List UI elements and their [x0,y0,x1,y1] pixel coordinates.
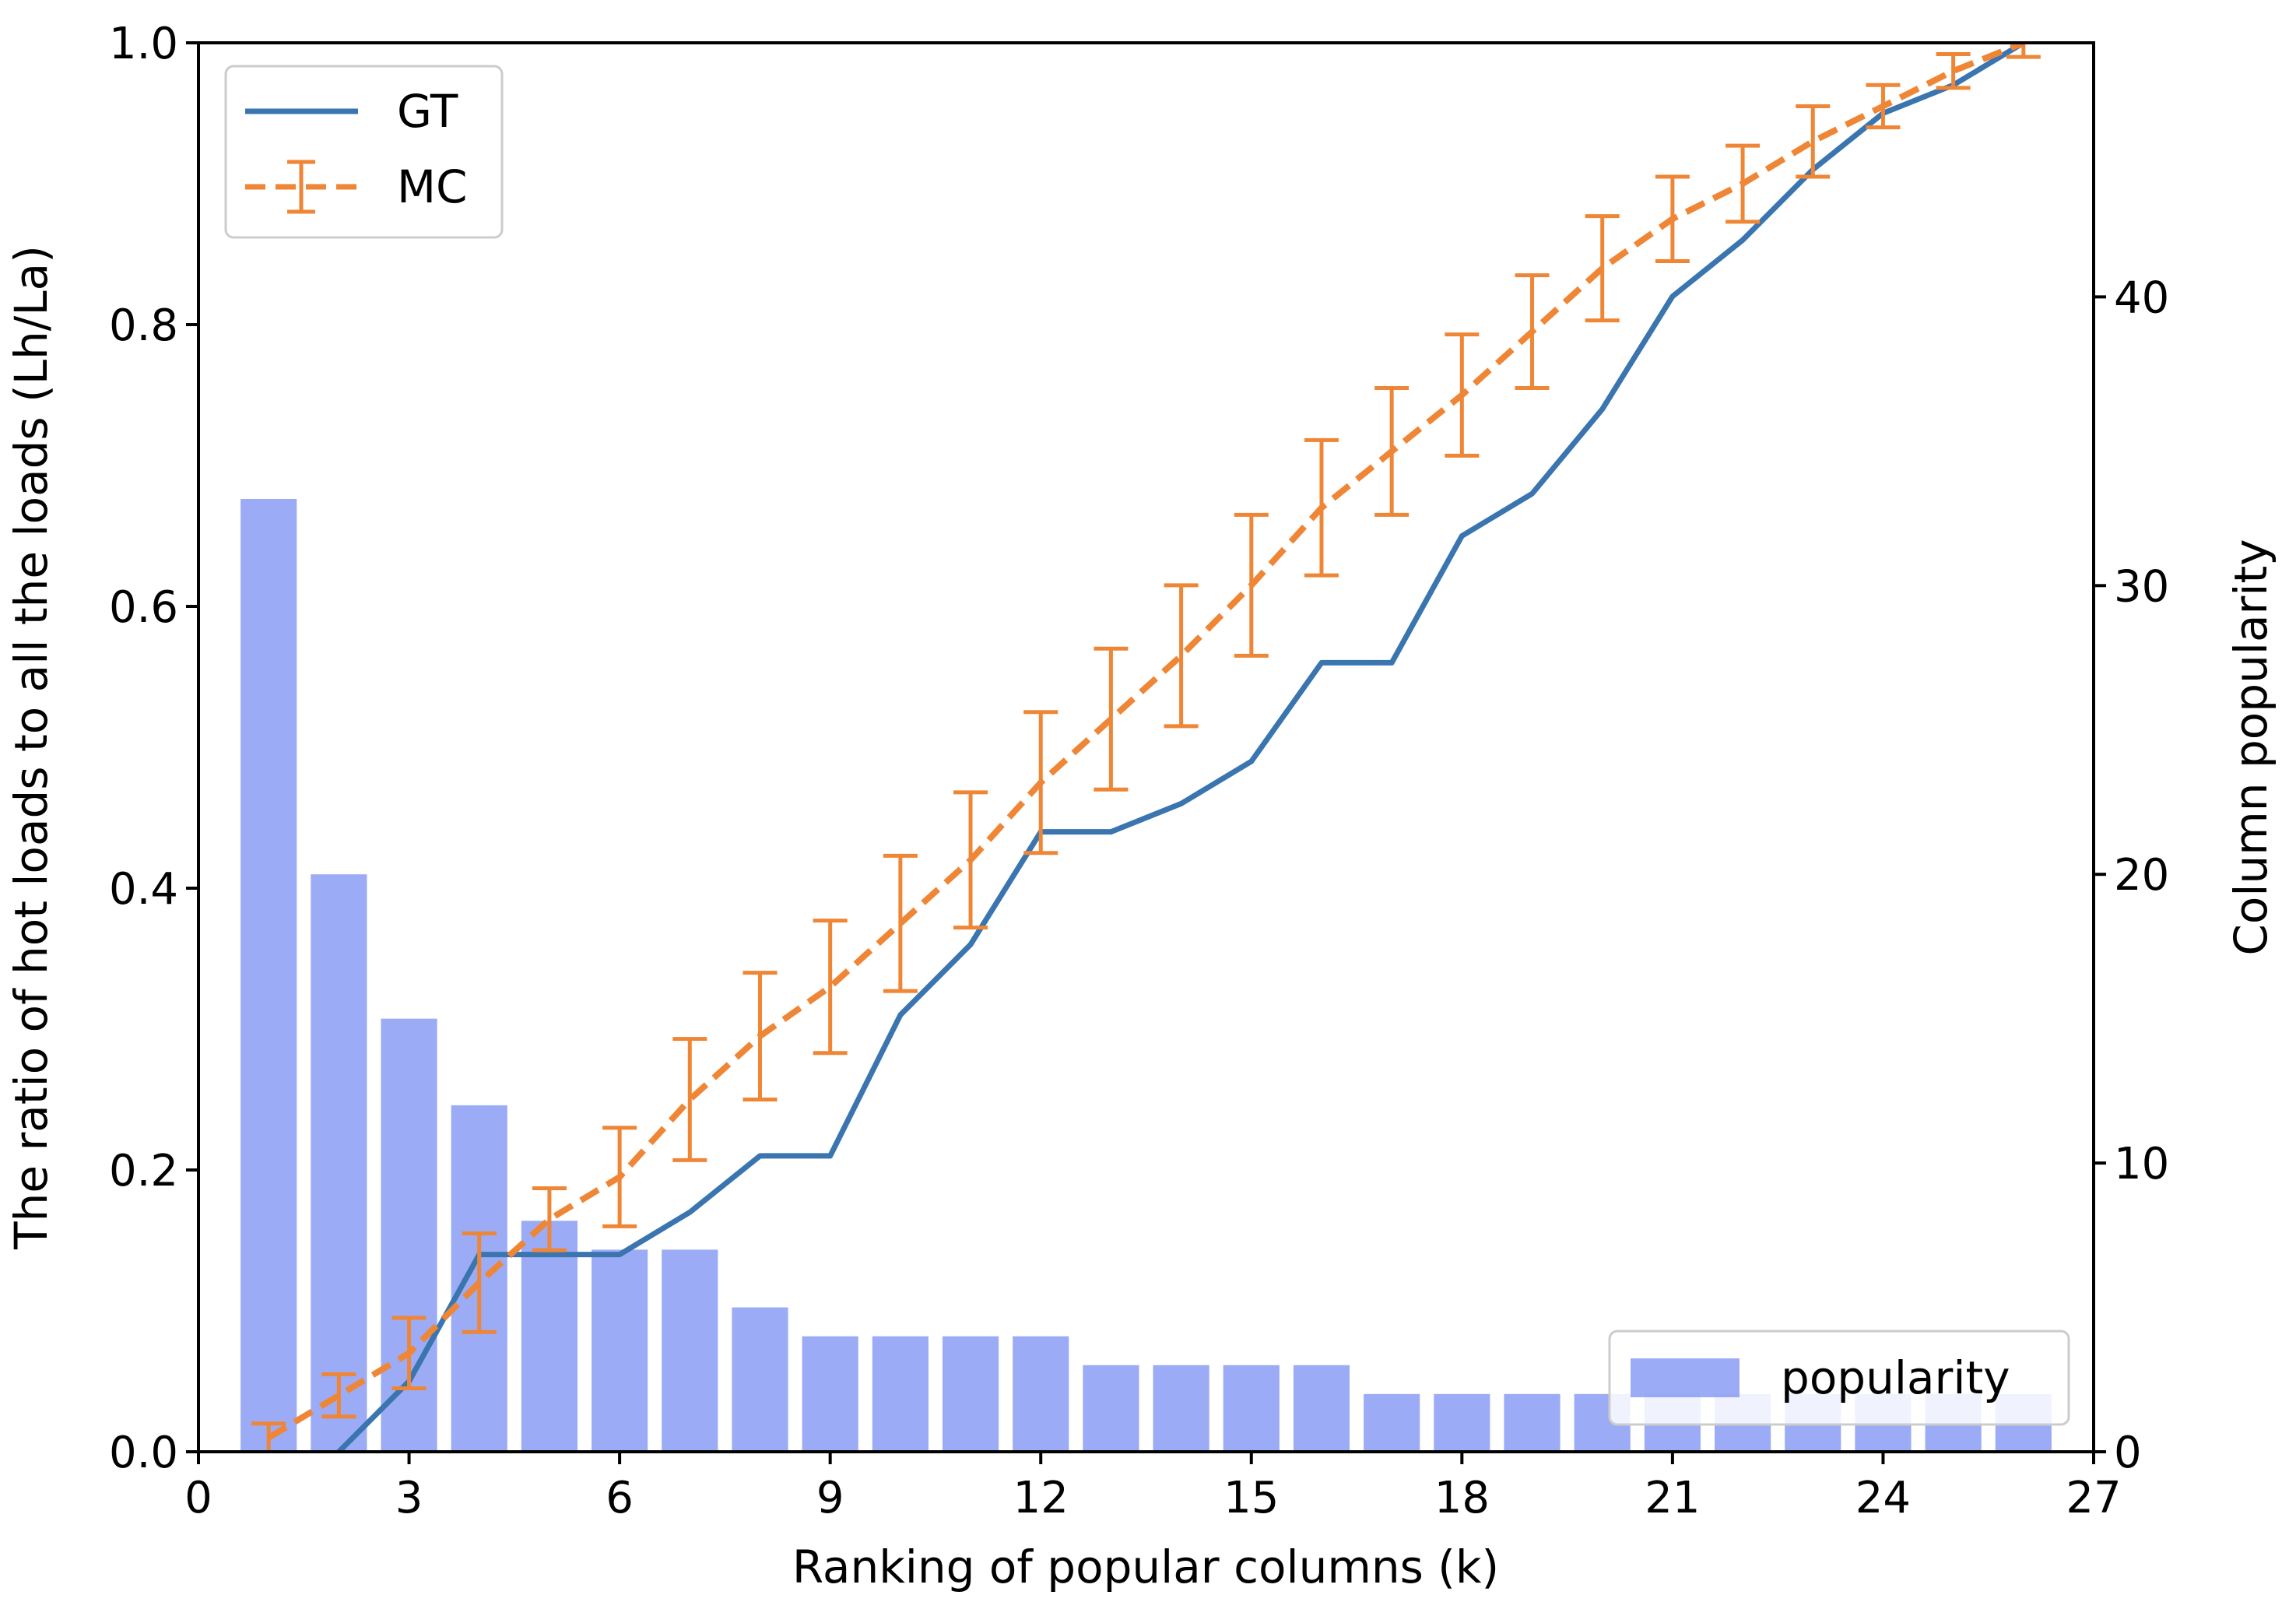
x-tick-label: 24 [1855,1473,1911,1523]
popularity-bar [942,1336,999,1452]
y-tick-label: 0.0 [109,1428,178,1478]
popularity-bar [592,1249,648,1452]
y-axis-right: 0 10 20 30 40 [2094,272,2169,1478]
bars-layer [240,499,2052,1452]
popularity-bar [872,1336,929,1452]
popularity-bar [1364,1393,1420,1452]
legend-top-left: GT MC [224,65,504,239]
legend-popularity-label: popularity [1781,1351,2010,1404]
y-tick-label: 0.2 [109,1146,178,1196]
y2-tick-label: 30 [2114,561,2169,612]
popularity-bar [1083,1365,1139,1452]
popularity-bar [1434,1393,1490,1452]
popularity-bar [240,499,297,1452]
y2-tick-label: 0 [2114,1428,2142,1478]
legend-gt-label: GT [397,85,458,138]
popularity-bar [732,1307,788,1452]
popularity-bar [802,1336,858,1452]
legend-frame [1608,1330,2070,1426]
popularity-bar [662,1249,718,1452]
legend-bottom-right: popularity [1608,1330,2070,1426]
x-axis-label: Ranking of popular columns (k) [792,1541,1499,1593]
y2-tick-label: 10 [2114,1139,2169,1189]
x-tick-label: 15 [1223,1473,1279,1523]
x-tick-label: 21 [1645,1473,1700,1523]
popularity-bar [311,874,367,1452]
plot-frame [197,41,2095,1453]
mc-layer [251,43,2041,1452]
legend-popularity-swatch [1631,1358,1740,1397]
x-tick-label: 12 [1013,1473,1069,1523]
popularity-bar [1504,1393,1561,1452]
x-tick-label: 18 [1434,1473,1490,1523]
popularity-bar [1153,1365,1209,1452]
legend-mc-label: MC [397,160,468,213]
y-axis-left: 0.0 0.2 0.4 0.6 0.8 1.0 [109,19,198,1478]
y2-tick-label: 40 [2114,272,2169,323]
x-tick-label: 0 [184,1473,212,1523]
y-tick-label: 0.8 [109,300,178,351]
y-tick-label: 1.0 [109,19,178,69]
y-tick-label: 0.4 [109,864,178,915]
y-axis-label: The ratio of hot loads to all the loads … [5,245,58,1250]
y-tick-label: 0.6 [109,582,178,633]
y2-tick-label: 20 [2114,850,2169,901]
x-tick-label: 6 [606,1473,634,1523]
popularity-bar [521,1221,578,1452]
x-tick-label: 9 [816,1473,844,1523]
gt-line-layer [335,43,2025,1452]
mc-series-line [267,43,2025,1441]
x-tick-label: 3 [395,1473,423,1523]
popularity-bar [1293,1365,1350,1452]
popularity-bar [1013,1336,1069,1452]
x-axis: 0 3 6 9 12 15 18 21 24 27 [184,1452,2122,1523]
gt-series-line [335,43,2025,1452]
popularity-bar [1223,1365,1280,1452]
y2-axis-label: Column popularity [2224,539,2277,955]
x-tick-label: 27 [2066,1473,2121,1523]
